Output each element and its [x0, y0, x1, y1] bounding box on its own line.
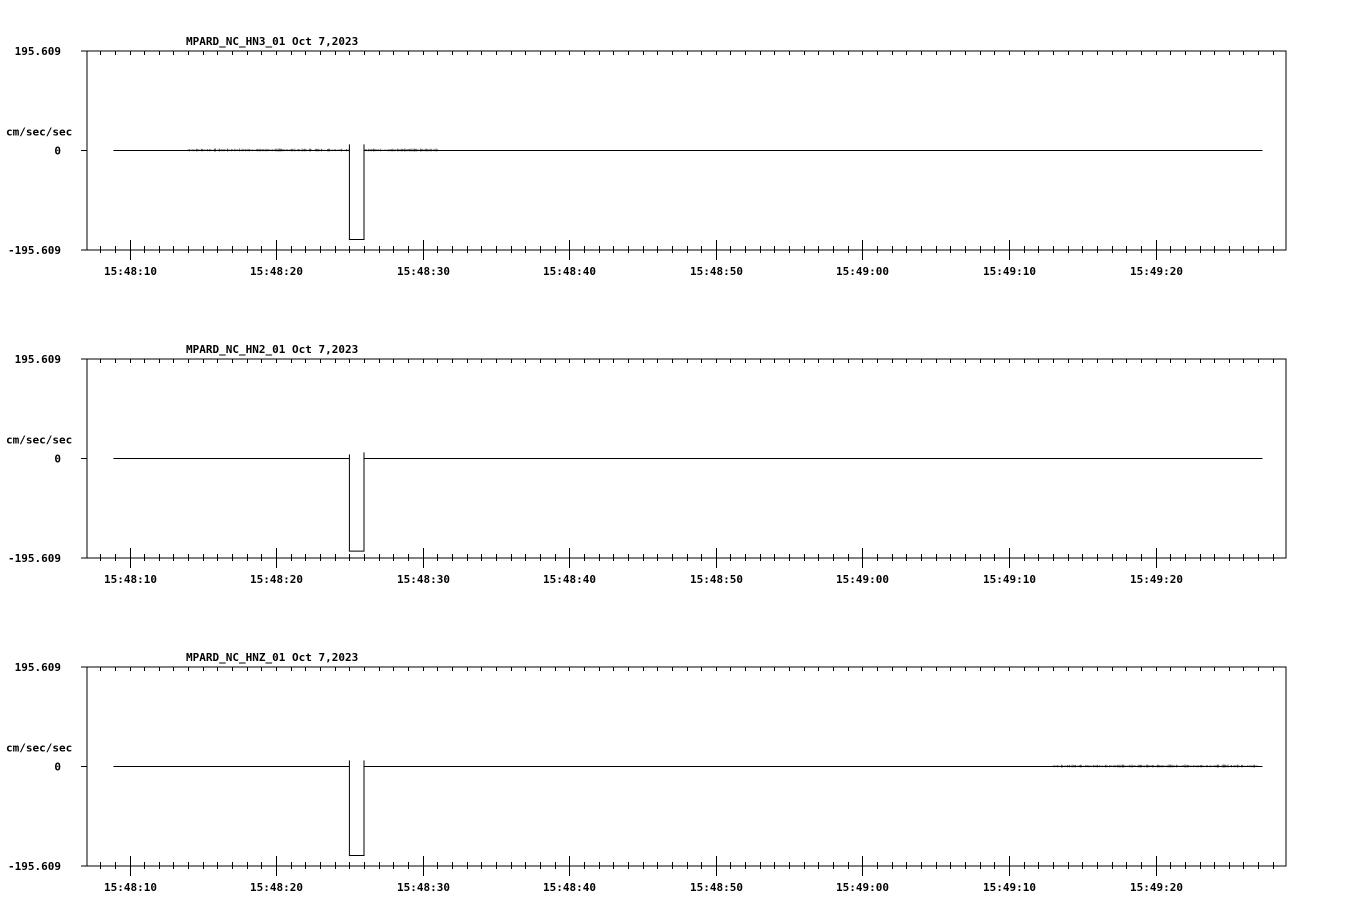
x-tick-label: 15:48:40	[543, 881, 596, 894]
y-axis-label: cm/sec/sec	[6, 126, 72, 139]
y-tick-label: -195.609	[8, 860, 61, 873]
chart-panel-1: MPARD_NC_HN3_01 Oct 7,2023 195.609 cm/sec/…	[6, 35, 1287, 278]
x-tick-label: 15:48:10	[104, 881, 157, 894]
waveform-noise	[1052, 764, 1259, 768]
x-tick-label: 15:49:10	[983, 265, 1036, 278]
y-tick-label: 195.609	[15, 661, 61, 674]
y-tick-label: 0	[54, 453, 61, 466]
waveform-trace	[113, 452, 1263, 552]
x-tick-label: 15:49:10	[983, 881, 1036, 894]
x-tick-label: 15:49:20	[1130, 573, 1183, 586]
chart-panel-2: MPARD_NC_HN2_01 Oct 7,2023 195.609 cm/sec/…	[6, 343, 1287, 586]
x-tick-label: 15:49:20	[1130, 265, 1183, 278]
y-axis-label: cm/sec/sec	[6, 742, 72, 755]
x-tick-label: 15:48:40	[543, 265, 596, 278]
x-tick-label: 15:48:50	[690, 573, 743, 586]
x-tick-label: 15:48:20	[250, 265, 303, 278]
y-axis-label: cm/sec/sec	[6, 434, 72, 447]
x-tick-label: 15:48:30	[397, 265, 450, 278]
x-tick-label: 15:48:30	[397, 881, 450, 894]
y-tick-label: -195.609	[8, 244, 61, 257]
x-tick-label: 15:48:10	[104, 265, 157, 278]
x-tick-label: 15:49:00	[836, 265, 889, 278]
x-tick-label: 15:48:10	[104, 573, 157, 586]
y-tick-label: 0	[54, 145, 61, 158]
y-tick-label: 195.609	[15, 45, 61, 58]
waveform-noise	[363, 148, 438, 152]
y-tick-label: -195.609	[8, 552, 61, 565]
x-tick-label: 15:48:20	[250, 573, 303, 586]
x-tick-label: 15:49:00	[836, 573, 889, 586]
x-tick-label: 15:48:30	[397, 573, 450, 586]
waveform-noise	[187, 148, 350, 152]
x-tick-label: 15:48:40	[543, 573, 596, 586]
x-tick-label: 15:49:00	[836, 881, 889, 894]
chart-panel-3: MPARD_NC_HNZ_01 Oct 7,2023 195.609 cm/sec/…	[6, 651, 1287, 894]
waveform-trace	[113, 144, 1263, 240]
x-tick-label: 15:48:50	[690, 881, 743, 894]
chart-title: MPARD_NC_HN2_01 Oct 7,2023	[186, 343, 358, 356]
x-tick-label: 15:48:50	[690, 265, 743, 278]
x-tick-label: 15:49:20	[1130, 881, 1183, 894]
y-tick-label: 0	[54, 761, 61, 774]
x-tick-label: 15:49:10	[983, 573, 1036, 586]
x-tick-label: 15:48:20	[250, 881, 303, 894]
y-tick-label: 195.609	[15, 353, 61, 366]
chart-title: MPARD_NC_HNZ_01 Oct 7,2023	[186, 651, 358, 664]
waveform-trace	[113, 760, 1263, 856]
chart-title: MPARD_NC_HN3_01 Oct 7,2023	[186, 35, 358, 48]
